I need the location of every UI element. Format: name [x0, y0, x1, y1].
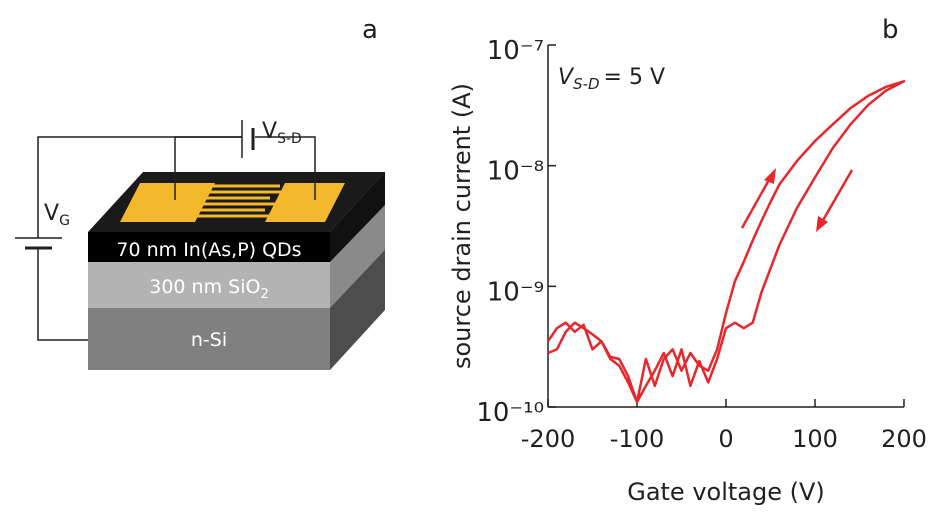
x-axis-title: Gate voltage (V) — [627, 478, 825, 506]
y-tick-label: 10⁻¹⁰ — [476, 398, 544, 428]
vsd-label: VS-D — [262, 119, 302, 147]
arrows — [742, 168, 852, 232]
x-tick-label: 100 — [792, 425, 838, 453]
chart: b VS-D= 5 V Gate voltage (V) source drai… — [448, 15, 927, 506]
y-tick-label: 10⁻⁷ — [487, 36, 544, 66]
figure: a VS-D VG 70 nm In(As,P) QDs 300 nm SiO2… — [0, 0, 932, 508]
x-tick-label: 200 — [881, 425, 927, 453]
panel-label: a — [362, 15, 378, 45]
x-tick-label: -100 — [610, 425, 664, 453]
vg-label: VG — [44, 201, 70, 229]
panel-label: b — [882, 15, 899, 45]
device-diagram: a VS-D VG 70 nm In(As,P) QDs 300 nm SiO2… — [15, 15, 385, 370]
y-axis-title: source drain current (A) — [448, 83, 476, 369]
x-tick-label: 0 — [718, 425, 733, 453]
y-tick-label: 10⁻⁸ — [487, 157, 544, 187]
layer-label: 70 nm In(As,P) QDs — [116, 239, 301, 261]
annotation: VS-D= 5 V — [558, 65, 665, 93]
x-tick-label: -200 — [521, 425, 575, 453]
y-tick-label: 10⁻⁹ — [487, 277, 544, 307]
data-line — [548, 81, 904, 402]
layer-label: n-Si — [191, 329, 227, 351]
